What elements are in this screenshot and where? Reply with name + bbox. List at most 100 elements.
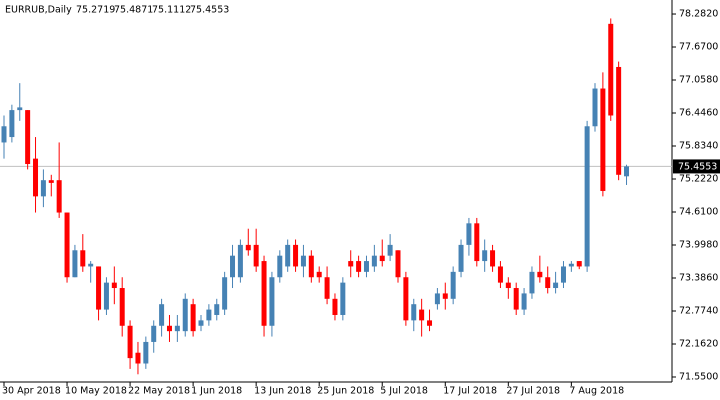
x-tick-label: 13 Jun 2018 [254, 386, 311, 397]
candle-body [466, 223, 472, 245]
candle-body [624, 166, 630, 177]
candle-body [537, 271, 543, 278]
candle-body [56, 180, 62, 213]
y-tick-label: 76.4460 [679, 108, 718, 119]
y-tick-label: 72.1620 [679, 338, 718, 349]
candle-body [300, 255, 306, 267]
candle-body [119, 288, 125, 326]
quote-value: 75.4871 [114, 5, 153, 16]
candle-body [371, 255, 377, 267]
candle-body [529, 271, 535, 294]
x-tick-label: 30 Apr 2018 [2, 386, 61, 397]
last-price-box [673, 159, 720, 174]
candle-body [560, 266, 566, 283]
candle-body [245, 244, 251, 251]
x-tick-label: 25 Jun 2018 [317, 386, 374, 397]
candle-body [88, 263, 94, 267]
candle-body [253, 244, 259, 267]
candle-body [72, 250, 78, 278]
candle-body [363, 261, 369, 272]
y-tick-label: 72.7740 [679, 305, 718, 316]
candle-body [277, 255, 283, 278]
candle-body [166, 325, 172, 332]
y-tick-label: 77.0580 [679, 75, 718, 86]
candle-body [379, 255, 385, 262]
y-tick-label: 74.6100 [679, 207, 718, 218]
candle-body [411, 304, 417, 321]
x-tick-label: 7 Aug 2018 [569, 386, 624, 397]
candle-body [442, 293, 448, 299]
candle-body [127, 325, 133, 359]
candle-body [1, 126, 7, 143]
header: EURRUB,Daily [5, 5, 72, 16]
candle-body [395, 250, 401, 278]
candle-body [151, 325, 157, 342]
candle-body [332, 298, 338, 315]
candle-body [33, 158, 39, 197]
candle-body [103, 282, 109, 310]
candle-body [458, 244, 464, 272]
candle-body [427, 320, 433, 326]
candle-body [608, 23, 614, 116]
candle-body [190, 304, 196, 332]
candle-body [324, 277, 330, 299]
candle-body [482, 250, 488, 262]
candle-body [576, 261, 582, 267]
candle-body [214, 304, 220, 315]
candle-body [568, 263, 574, 267]
candle-body [419, 309, 425, 321]
candle-body [135, 352, 141, 364]
quote-value: 75.1112 [152, 5, 191, 16]
quote-value: 75.2719 [76, 5, 115, 16]
candle-body [584, 126, 590, 267]
y-tick-label: 73.3860 [679, 272, 718, 283]
candle-body [616, 66, 622, 175]
candle-body [96, 266, 102, 310]
y-tick-label: 75.2220 [679, 174, 718, 185]
candle-body [348, 261, 354, 267]
candle-body [490, 250, 496, 267]
candle-body [387, 244, 393, 256]
candle-body [111, 282, 117, 289]
candle-body [9, 110, 15, 138]
x-tick-label: 17 Jul 2018 [443, 386, 497, 397]
candle-body [434, 293, 440, 305]
candle-body [198, 320, 204, 326]
x-tick-label: 5 Jul 2018 [380, 386, 428, 397]
last-price-label: 75.4553 [678, 161, 717, 172]
candle-body [230, 255, 236, 278]
candle-body [592, 88, 598, 127]
candle-body [600, 88, 606, 191]
candle-body [450, 271, 456, 299]
candle-body [159, 304, 165, 326]
y-tick-label: 73.9980 [679, 239, 718, 250]
candle-body [64, 212, 70, 278]
candle-body [17, 107, 23, 111]
candle-body [261, 261, 267, 326]
y-tick-label: 77.6700 [679, 42, 718, 53]
x-tick-label: 27 Jul 2018 [506, 386, 560, 397]
candle-body [174, 325, 180, 332]
candle-body [505, 282, 511, 289]
candle-body [474, 223, 480, 262]
y-tick-label: 78.2820 [679, 9, 718, 20]
candle-body [513, 288, 519, 310]
y-tick-label: 75.8340 [679, 141, 718, 152]
candle-body [269, 277, 275, 326]
candle-body [80, 250, 86, 267]
x-tick-label: 22 May 2018 [128, 386, 190, 397]
candle-body [403, 277, 409, 321]
candle-body [545, 277, 551, 289]
y-tick-label: 71.5500 [679, 371, 718, 382]
x-tick-label: 10 May 2018 [65, 386, 127, 397]
candle-body [25, 110, 31, 165]
candle-body [237, 244, 243, 278]
candle-body [497, 266, 503, 283]
candle-body [521, 293, 527, 310]
candle-body [356, 261, 362, 272]
quote-value: 75.4553 [190, 5, 229, 16]
candle-body [143, 341, 149, 364]
candle-body [308, 255, 314, 278]
